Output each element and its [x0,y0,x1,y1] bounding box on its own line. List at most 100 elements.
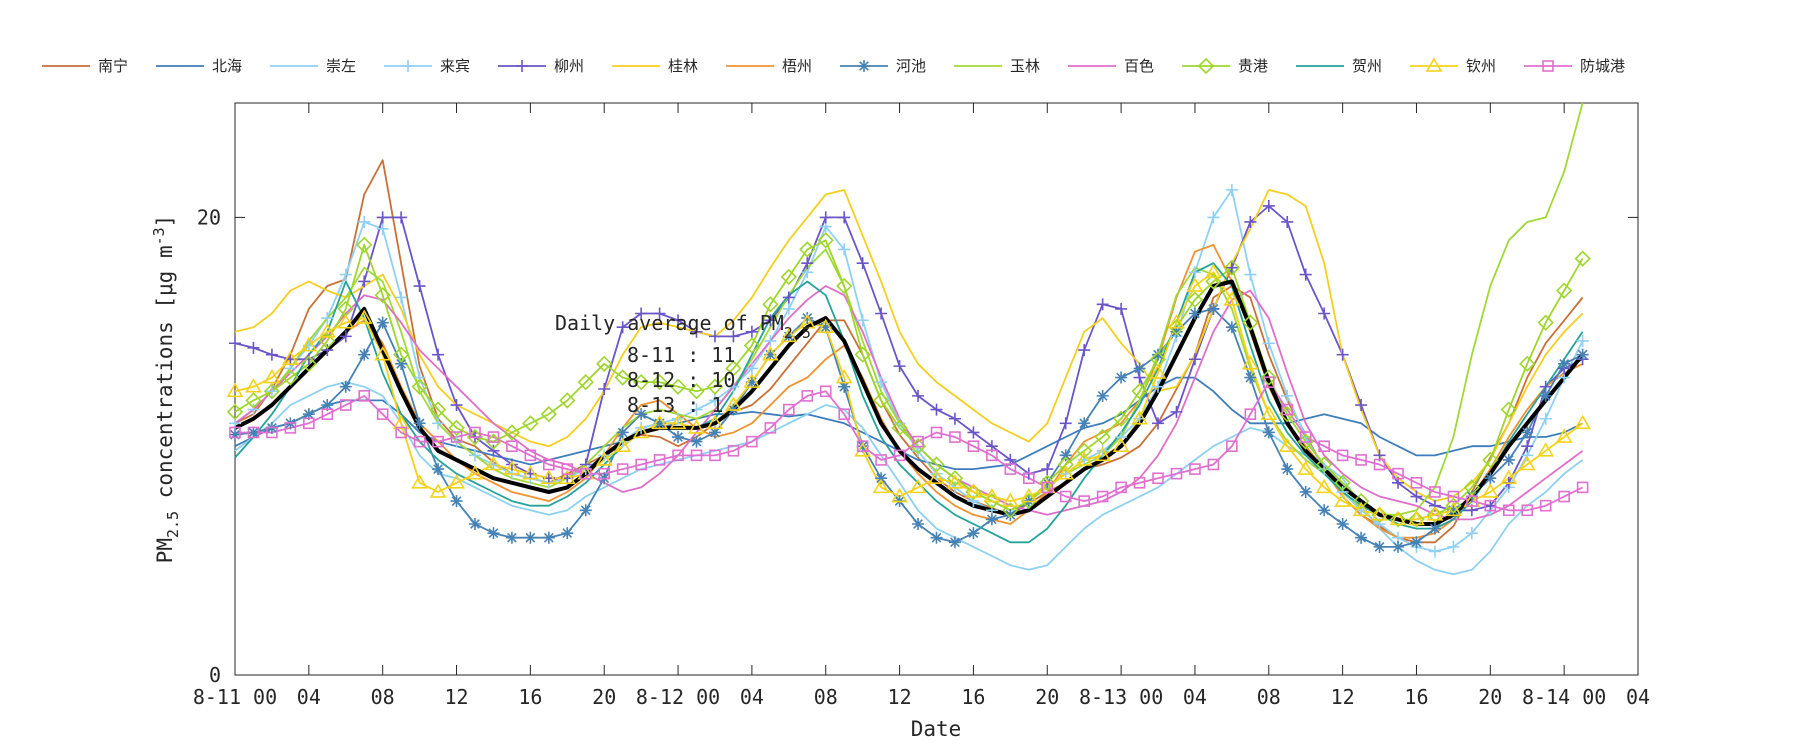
data-point-marker [669,414,687,430]
data-point-marker [450,399,463,412]
x-tick-label: 04 [740,685,764,709]
data-point-marker [485,455,502,471]
data-point-marker [339,330,352,343]
legend-label: 柳州 [554,57,584,75]
x-tick-label: 8-12 00 [636,685,720,709]
data-point-marker [1447,490,1460,503]
data-point-marker [761,346,779,361]
x-tick-label: 12 [1331,685,1355,709]
data-point-marker [1392,467,1404,480]
data-point-marker [1225,321,1238,334]
data-point-marker [1429,486,1441,498]
data-point-marker [469,426,481,439]
data-point-marker [780,327,798,343]
data-point-marker [339,380,352,393]
data-point-marker [1262,337,1275,350]
data-point-marker [1539,412,1552,425]
y-axis-label-sub: 2.5 [164,511,182,538]
data-point-marker [872,478,890,494]
data-point-marker [1115,302,1128,315]
data-point-marker [1041,481,1054,494]
data-point-marker [321,399,334,412]
data-point-marker [1281,215,1294,228]
data-point-marker [376,408,389,420]
data-point-marker [319,332,336,350]
data-point-marker [838,243,851,256]
data-point-marker [300,336,318,352]
series-line-柳州 [234,205,1583,512]
data-point-marker [429,483,447,498]
legend-label: 百色 [1124,57,1154,75]
data-point-marker [263,383,281,400]
data-point-marker [1223,291,1241,306]
data-point-marker [1281,463,1294,476]
data-point-marker [448,474,465,489]
data-point-marker [413,417,426,430]
data-point-marker [395,291,408,304]
y-axis-label-sup: -3 [150,227,168,245]
data-point-marker [1555,428,1573,443]
data-point-marker [1020,487,1038,503]
data-point-marker [1336,348,1349,361]
data-point-marker [1428,545,1441,558]
data-point-marker [376,222,389,235]
data-point-marker [1131,383,1148,400]
data-point-marker [1076,442,1093,459]
x-axis-label: Date [911,717,962,741]
data-point-marker [432,463,445,476]
data-point-marker [1186,277,1204,292]
data-point-marker [616,321,629,334]
data-point-marker [965,483,982,501]
data-point-marker [635,458,647,471]
data-point-marker [337,314,355,329]
data-point-marker [856,440,869,453]
data-point-marker [1041,463,1054,476]
data-point-marker [448,419,465,437]
data-point-marker [1241,355,1259,370]
data-point-marker [392,414,410,430]
x-tick-label: 04 [297,685,321,709]
data-point-marker [891,419,908,437]
data-point-marker [669,378,687,395]
data-point-marker [727,330,740,343]
data-point-marker [782,330,795,343]
data-point-marker [1445,497,1462,514]
data-point-marker [651,414,668,430]
data-point-marker [835,368,853,384]
x-axis-ticks: 8-11 00 04 08 12 16 20 8-12 00 04 08 12 16 20 8-13 0… [193,103,1650,709]
data-point-marker [355,309,373,324]
data-point-marker [614,369,631,386]
data-point-marker [376,211,389,224]
data-point-marker [875,376,888,389]
data-point-marker [1484,499,1497,512]
data-point-marker [579,504,592,517]
y-axis-label-main: PM [153,538,177,563]
data-point-marker [300,355,317,372]
data-point-marker [1556,282,1573,299]
data-point-marker [247,341,260,354]
data-point-marker [1502,504,1515,517]
legend-label: 南宁 [98,57,128,75]
data-point-marker [1537,314,1554,331]
data-point-marker [893,360,906,373]
data-point-marker [1197,57,1215,75]
data-point-marker [836,277,853,295]
series-line-钦州 [234,271,1584,521]
data-point-marker [819,211,832,224]
data-point-marker [1131,410,1148,425]
x-tick-label: 08 [371,685,395,709]
data-point-marker [1189,463,1201,475]
x-tick-label: 04 [1183,685,1207,709]
data-point-marker [875,472,888,485]
data-point-marker [1075,451,1093,466]
data-point-marker [875,307,888,320]
data-point-marker [1352,501,1370,517]
data-point-marker [672,314,685,327]
data-point-marker [1094,428,1111,446]
data-point-marker [1299,431,1312,444]
data-point-marker [1039,474,1056,491]
data-point-marker [688,419,705,434]
data-point-marker [709,449,721,462]
data-point-marker [1500,401,1517,418]
data-point-marker [854,442,872,457]
